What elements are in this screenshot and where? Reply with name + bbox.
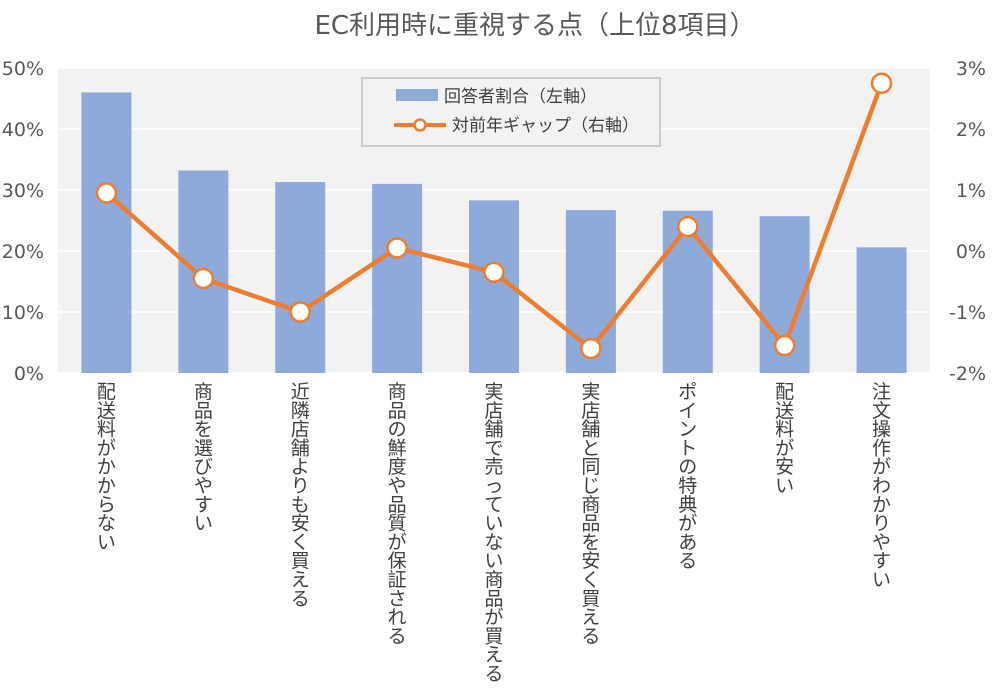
line-point	[773, 334, 796, 357]
line-series	[95, 72, 893, 360]
legend-line-marker	[413, 118, 427, 132]
category-label: 配送料が安い	[775, 381, 794, 497]
legend-line-label: 対前年ギャップ（右軸）	[452, 116, 639, 136]
category-label: 実店舗で売っていない商品が買える	[484, 381, 503, 685]
category-label: 近隣店舗よりも安く買える	[291, 381, 310, 610]
left-axis-tick-label: 40%	[2, 119, 44, 141]
bar	[372, 183, 423, 373]
bar	[275, 182, 326, 373]
category-label: 実店舗と同じ商品を安く買える	[581, 381, 600, 647]
category-label: ポイントの特典がある	[678, 381, 697, 572]
legend-bar-swatch	[396, 89, 438, 101]
right-axis-tick-label: 1%	[956, 180, 986, 202]
chart-title: EC利用時に重視する点（上位8項目）	[314, 11, 755, 41]
right-axis-tick-label: 3%	[956, 58, 986, 80]
line-point	[289, 301, 311, 323]
right-axis-tick-label: 2%	[956, 119, 986, 141]
right-axis-ticks: -2% -1% 0% 1% 2% 3%	[949, 58, 986, 385]
line-point	[192, 267, 215, 290]
right-axis-tick-label: -1%	[949, 302, 986, 324]
left-axis-tick-label: 20%	[2, 241, 44, 263]
category-label: 商品を選びやすい	[194, 381, 213, 535]
category-labels: 配送料がかからない 商品を選びやすい 近隣店舗よりも安く買える 商品の鮮度や品質が保証…	[97, 381, 891, 685]
legend: 回答者割合（左軸） 対前年ギャップ（右軸）	[361, 77, 661, 147]
bar	[81, 92, 132, 374]
line-point	[580, 337, 602, 360]
line-point	[483, 261, 505, 284]
line-point	[677, 215, 699, 238]
left-axis-tick-label: 30%	[2, 180, 44, 202]
right-axis-tick-label: 0%	[956, 241, 986, 263]
left-axis-ticks: 0% 10% 20% 30% 40% 50%	[2, 58, 44, 385]
legend-bar-label: 回答者割合（左軸）	[444, 87, 597, 107]
category-label: 注文操作がわかりやすい	[872, 381, 891, 591]
left-axis-tick-label: 50%	[2, 58, 44, 80]
category-label: 配送料がかからない	[97, 381, 116, 553]
left-axis-tick-label: 10%	[2, 302, 44, 324]
left-axis-tick-label: 0%	[14, 363, 44, 385]
category-label: 商品の鮮度や品質が保証される	[388, 381, 407, 647]
bar	[856, 247, 907, 373]
line-point	[870, 72, 893, 94]
line-point	[386, 237, 408, 259]
line-point	[95, 182, 118, 204]
bar	[662, 210, 713, 373]
right-axis-tick-label: -2%	[949, 363, 986, 385]
